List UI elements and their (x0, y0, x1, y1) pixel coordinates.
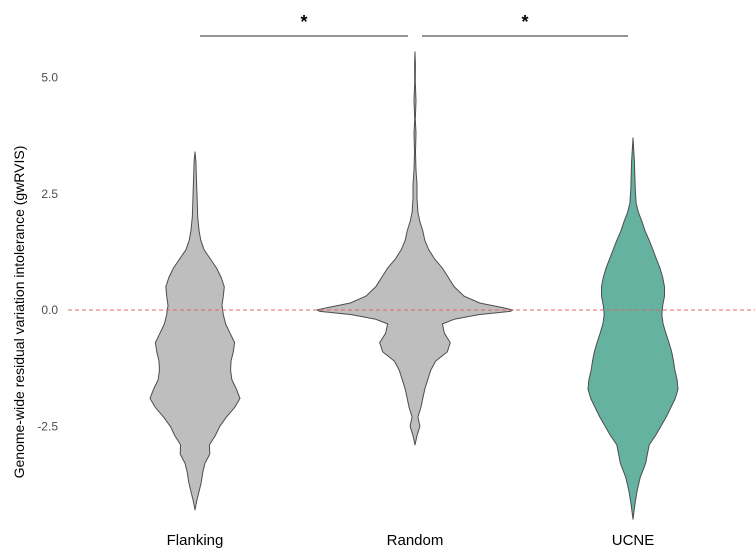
y-tick-label: 5.0 (41, 71, 58, 85)
y-tick-label: 0.0 (41, 303, 58, 317)
y-axis: -2.5 0.0 2.5 5.0 (37, 71, 58, 434)
x-tick-label-flanking: Flanking (167, 532, 224, 548)
x-tick-label-ucne: UCNE (612, 532, 655, 548)
significance-star: * (300, 12, 307, 32)
significance-star: * (521, 12, 528, 32)
x-axis: Flanking Random UCNE (167, 532, 655, 548)
violin-flanking (149, 151, 241, 511)
significance-brackets: * * (200, 12, 628, 37)
violin-plots (149, 51, 679, 520)
y-tick-label: 2.5 (41, 187, 58, 201)
x-tick-label-random: Random (387, 532, 444, 548)
y-axis-title: Genome-wide residual variation intoleran… (11, 146, 27, 479)
violin-random (316, 51, 514, 446)
violin-ucne (587, 137, 679, 520)
y-tick-label: -2.5 (37, 419, 58, 433)
